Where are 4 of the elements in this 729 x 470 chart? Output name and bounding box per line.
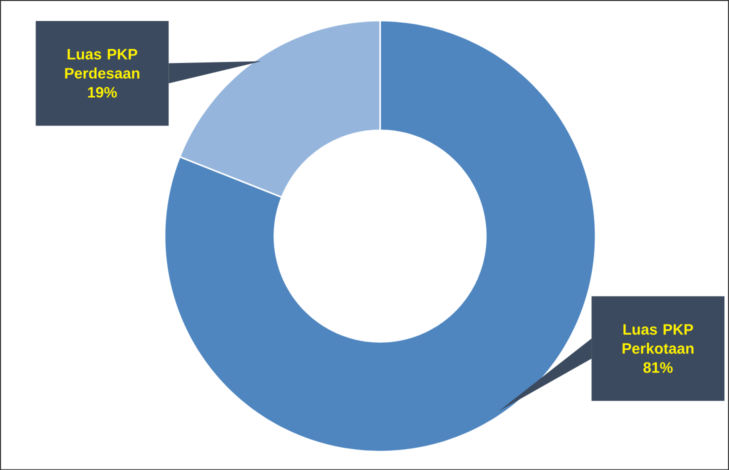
data-label: 19% (88, 86, 117, 98)
slice-label: Luas PKP Perdesaan (65, 48, 140, 78)
data-label: 81% (643, 362, 673, 373)
slice-label: Luas PKP Perkotaan (622, 324, 694, 354)
